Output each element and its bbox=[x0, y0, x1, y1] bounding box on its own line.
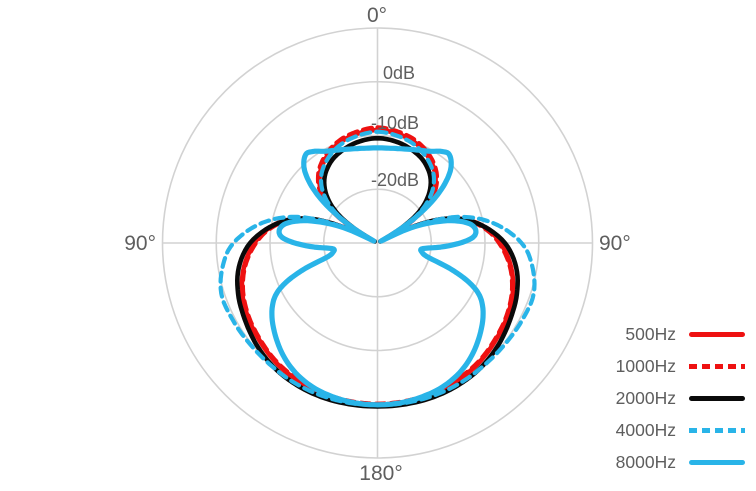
legend-label: 1000Hz bbox=[615, 355, 676, 376]
legend-item-4000hz: 4000Hz bbox=[598, 418, 745, 442]
legend-item-1000hz: 1000Hz bbox=[598, 354, 745, 378]
legend-label: 4000Hz bbox=[615, 419, 676, 440]
legend-item-2000hz: 2000Hz bbox=[598, 386, 745, 410]
legend-line-swatch-dashed-red bbox=[689, 363, 745, 369]
radial-label-0db: 0dB bbox=[383, 63, 415, 83]
angle-label-90-left: 90° bbox=[124, 232, 156, 255]
curve-8000hz bbox=[269, 145, 486, 408]
polar-curves bbox=[218, 125, 537, 409]
angle-label-180: 180° bbox=[359, 462, 402, 485]
legend-label: 2000Hz bbox=[615, 387, 676, 408]
radial-label-minus20db: -20dB bbox=[371, 170, 419, 190]
radial-label-minus10db: -10dB bbox=[371, 113, 419, 133]
legend-label: 500Hz bbox=[625, 323, 676, 344]
angle-label-0: 0° bbox=[367, 4, 387, 27]
legend-item-500hz: 500Hz bbox=[598, 322, 745, 346]
legend-line-swatch-solid-blue bbox=[689, 459, 745, 465]
legend: 500Hz 1000Hz 2000Hz 4000Hz 8000Hz bbox=[598, 322, 745, 482]
legend-line-swatch-solid-red bbox=[689, 331, 745, 337]
legend-line-swatch-solid-black bbox=[689, 395, 745, 401]
angle-label-90-right: 90° bbox=[599, 232, 631, 255]
legend-item-8000hz: 8000Hz bbox=[598, 450, 745, 474]
legend-label: 8000Hz bbox=[615, 451, 676, 472]
legend-line-swatch-dashed-blue bbox=[689, 427, 745, 433]
